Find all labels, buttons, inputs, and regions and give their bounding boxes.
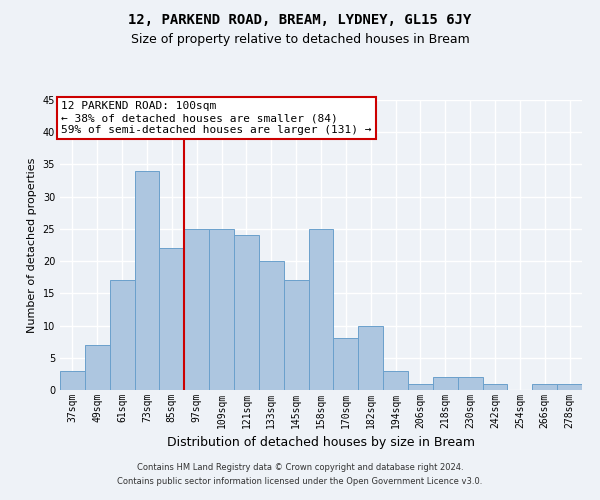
Bar [334, 338, 358, 390]
Bar [134, 171, 160, 390]
X-axis label: Distribution of detached houses by size in Bream: Distribution of detached houses by size … [167, 436, 475, 450]
Bar [234, 236, 259, 390]
Bar [383, 370, 408, 390]
Bar [184, 229, 209, 390]
Bar [60, 370, 85, 390]
Bar [482, 384, 508, 390]
Bar [308, 229, 334, 390]
Bar [532, 384, 557, 390]
Y-axis label: Number of detached properties: Number of detached properties [27, 158, 37, 332]
Bar [110, 280, 134, 390]
Text: Size of property relative to detached houses in Bream: Size of property relative to detached ho… [131, 32, 469, 46]
Bar [85, 345, 110, 390]
Bar [433, 377, 458, 390]
Text: Contains public sector information licensed under the Open Government Licence v3: Contains public sector information licen… [118, 477, 482, 486]
Bar [458, 377, 482, 390]
Text: Contains HM Land Registry data © Crown copyright and database right 2024.: Contains HM Land Registry data © Crown c… [137, 464, 463, 472]
Bar [259, 261, 284, 390]
Bar [408, 384, 433, 390]
Bar [160, 248, 184, 390]
Bar [557, 384, 582, 390]
Bar [284, 280, 308, 390]
Bar [209, 229, 234, 390]
Text: 12, PARKEND ROAD, BREAM, LYDNEY, GL15 6JY: 12, PARKEND ROAD, BREAM, LYDNEY, GL15 6J… [128, 12, 472, 26]
Bar [358, 326, 383, 390]
Text: 12 PARKEND ROAD: 100sqm
← 38% of detached houses are smaller (84)
59% of semi-de: 12 PARKEND ROAD: 100sqm ← 38% of detache… [61, 102, 371, 134]
